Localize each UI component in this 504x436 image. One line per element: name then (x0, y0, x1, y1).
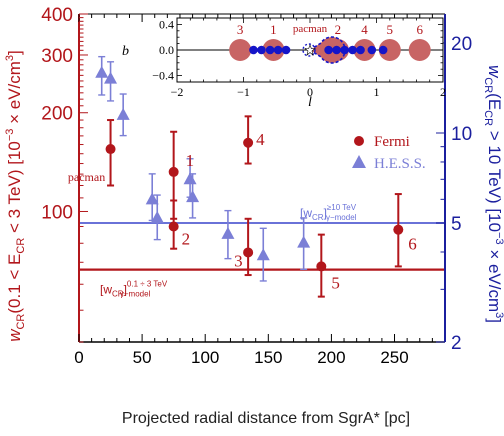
legend: Fermi H.E.S.S. (352, 134, 426, 172)
inset-region-label: 3 (237, 22, 244, 37)
hess-point (150, 194, 164, 241)
inset-pacman-label: pacman (293, 23, 328, 35)
x-tick-label: 0 (74, 348, 83, 367)
hess-point (95, 55, 109, 96)
inset-hess-dot (281, 45, 291, 55)
hess-point (145, 173, 159, 222)
inset-hess-dot (273, 45, 283, 55)
inset-hess-dot (257, 45, 266, 55)
legend-entry: H.E.S.S. (352, 155, 426, 172)
x-tick-label: 200 (317, 348, 345, 367)
inset-region (378, 39, 401, 61)
inset-x-label: l (308, 95, 312, 110)
inset-hess-dot (324, 45, 333, 55)
inset-region-label: 1 (270, 22, 277, 37)
inset-y-tick-label: −0.4 (152, 69, 174, 83)
reference-line-label: [wCR]≥10 TeV γ−model (300, 203, 357, 222)
y-left-tick-label: 100 (41, 202, 73, 223)
inset-region-label: 4 (361, 22, 368, 37)
y-left-tick-label: 200 (41, 104, 73, 125)
inset-hess-dot (348, 45, 357, 55)
y-right-tick-label: 10 (451, 124, 472, 145)
axis-titles: Projected radial distance from SgrA* [pc… (4, 50, 504, 427)
inset-hess-dot (340, 45, 349, 55)
y-left-tick-label: 300 (41, 46, 73, 67)
fermi-point (393, 193, 404, 268)
data-points (95, 55, 404, 298)
inset-x-tick-label: 0 (307, 85, 313, 99)
inset-map: −2 −1 0 1 2 0.4 0.0 −0.4 b l 3 1 2 4 5 6 pacman (122, 17, 446, 110)
reference-lines: [wCR]≥10 TeV γ−model [wCR]0.1 ÷ 3 TeV γ−mod… (79, 203, 445, 299)
x-tick-label: 150 (254, 348, 282, 367)
legend-entry: Fermi (354, 134, 410, 150)
fermi-point-label: 6 (408, 235, 417, 254)
y-left-axis-title: wCR(0.1 < ECR < 3 TeV) [10−3 × eV/cm3] (4, 50, 27, 342)
inset-region-label: 2 (335, 22, 342, 37)
x-tick-label: 50 (133, 348, 152, 367)
inset-hess-dot (356, 45, 365, 55)
inset-y-label: b (122, 44, 129, 59)
x-axis-title: Projected radial distance from SgrA* [pc… (122, 410, 410, 427)
inset-x-tick-label: −2 (171, 85, 184, 99)
fermi-point-label: 4 (256, 130, 265, 149)
x-tick-label: 250 (380, 348, 408, 367)
hess-point (256, 227, 270, 282)
inset-region-label: 5 (387, 22, 394, 37)
y-right-axis-title: wCR(ECR > 10 TeV) [10−3 × eV/cm3] (482, 65, 504, 323)
inset-region (408, 39, 431, 61)
point-labels: pacman 1 2 4 3 5 6 (68, 130, 417, 293)
hess-point (297, 217, 311, 271)
fermi-point-label: pacman (68, 170, 105, 184)
fermi-point-label: 2 (182, 229, 191, 248)
y-right-tick-label: 20 (451, 34, 472, 55)
inset-x-tick-label: 2 (440, 85, 446, 99)
legend-marker (354, 136, 364, 146)
reference-line-label: [wCR]0.1 ÷ 3 TeV γ−model (100, 280, 168, 299)
inset-y-tick-label: 0.0 (159, 43, 174, 57)
inset-hess-dot (332, 45, 341, 55)
inset-x-tick-label: 1 (374, 85, 380, 99)
fermi-point-label: 1 (186, 151, 195, 170)
x-tick-label: 100 (191, 348, 219, 367)
hess-point (104, 61, 118, 102)
fermi-point (316, 233, 327, 298)
hess-point (186, 173, 200, 219)
fermi-point (168, 199, 179, 250)
y-right-tick-label: 2 (451, 333, 462, 354)
legend-label: H.E.S.S. (374, 156, 426, 172)
legend-label: Fermi (374, 134, 410, 150)
inset-hess-dot (249, 45, 258, 55)
y-right-tick-label: 5 (451, 214, 462, 235)
inset-hess-dot (265, 45, 275, 55)
inset-x-tick-label: −1 (237, 85, 250, 99)
fermi-point (105, 119, 116, 187)
inset-region-label: 6 (416, 22, 423, 37)
fermi-point-label: 5 (331, 273, 340, 292)
fermi-point-label: 3 (234, 251, 243, 270)
fermi-point (243, 115, 254, 165)
hess-point (221, 209, 235, 260)
fermi-point (243, 217, 254, 277)
inset-region (229, 39, 252, 61)
y-left-tick-label: 400 (41, 5, 73, 26)
inset-y-tick-label: 0.4 (159, 17, 174, 31)
legend-marker (352, 155, 366, 168)
inset-hess-dot (378, 45, 388, 55)
inset-hess-dot (367, 45, 377, 55)
hess-point (116, 93, 130, 137)
